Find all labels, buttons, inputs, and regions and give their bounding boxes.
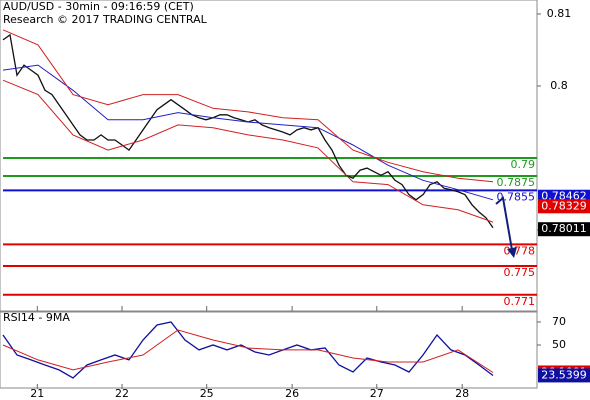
x-tick-label: 27 (370, 387, 384, 400)
level-label: 0.771 (504, 295, 536, 308)
x-tick-label: 21 (30, 387, 44, 400)
rsi-panel (0, 311, 538, 389)
price-panel (0, 0, 538, 312)
x-tick-label: 22 (115, 387, 129, 400)
level-label: 0.778 (504, 244, 536, 257)
level-label: 0.775 (504, 266, 536, 279)
price-tag (538, 199, 590, 214)
level-label: 0.7875 (497, 176, 536, 189)
price-tag-label: 0.78329 (541, 199, 587, 212)
x-tick-label: 28 (455, 387, 469, 400)
chart-title: AUD/USD - 30min - 09:16:59 (CET) (3, 0, 194, 13)
price-tag (538, 222, 590, 237)
chart-subtitle: Research © 2017 TRADING CENTRAL (3, 13, 208, 26)
rsi-title: RSI14 - 9MA (3, 311, 70, 324)
y-tick-label: 0.8 (550, 79, 568, 92)
level-label: 0.7855 (497, 190, 536, 203)
y-tick-label: 50 (552, 338, 566, 351)
series-line (2, 79, 494, 223)
y-tick-label: 0.81 (547, 7, 572, 20)
price-tag-label: 23.5399 (541, 368, 587, 381)
series-line (2, 329, 494, 373)
series-line (2, 64, 494, 201)
y-tick-label: 70 (552, 315, 566, 328)
x-tick-label: 26 (285, 387, 299, 400)
price-tag (538, 368, 590, 383)
price-tag-label: 0.78011 (541, 222, 587, 235)
x-tick-label: 25 (200, 387, 214, 400)
forecast-arrow (495, 196, 517, 258)
level-label: 0.79 (511, 158, 536, 171)
series-line (2, 29, 494, 183)
